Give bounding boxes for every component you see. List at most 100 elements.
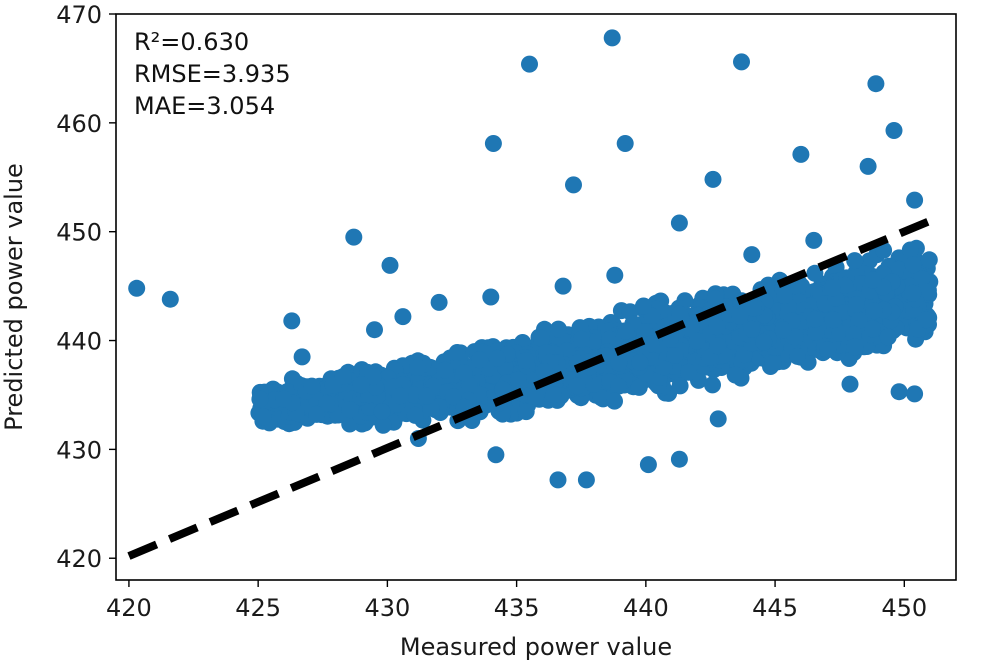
- data-point: [670, 450, 688, 468]
- cluster-point: [418, 387, 436, 405]
- cluster-point: [527, 388, 545, 406]
- y-axis: 420 430 440 450 460 470: [56, 1, 116, 573]
- cluster-point: [545, 386, 562, 404]
- y-tick-label: 470: [56, 1, 102, 29]
- cluster-point: [592, 389, 610, 407]
- cluster-point: [846, 338, 864, 356]
- cluster-point: [352, 376, 370, 394]
- data-point: [254, 408, 272, 426]
- data-point: [128, 279, 146, 297]
- cluster-point: [533, 329, 550, 347]
- data-point: [867, 75, 885, 93]
- cluster-point: [920, 251, 938, 269]
- data-point: [430, 293, 448, 311]
- data-point: [345, 228, 363, 246]
- data-point: [841, 375, 859, 393]
- cluster-point: [517, 403, 535, 421]
- cluster-point: [806, 264, 824, 282]
- y-tick-label: 440: [56, 328, 102, 356]
- cluster-point: [251, 390, 269, 408]
- data-point: [885, 122, 903, 139]
- cluster-point: [704, 376, 721, 394]
- cluster-point: [436, 361, 454, 379]
- cluster-point: [764, 355, 782, 373]
- cluster-point: [318, 395, 336, 412]
- data-point: [733, 53, 750, 71]
- cluster-point: [706, 290, 724, 308]
- cluster-point: [334, 368, 352, 385]
- cluster-point: [846, 252, 864, 270]
- cluster-point: [606, 392, 623, 410]
- y-tick-label: 450: [56, 219, 102, 247]
- data-point: [484, 135, 502, 152]
- cluster-point: [549, 320, 567, 338]
- x-tick-label: 450: [881, 594, 927, 622]
- data-point: [565, 176, 582, 194]
- cluster-point: [308, 405, 326, 423]
- cluster-point: [850, 311, 868, 329]
- data-point: [859, 157, 877, 175]
- cluster-point: [406, 406, 424, 424]
- cluster-point: [460, 376, 478, 394]
- data-point: [554, 277, 572, 295]
- x-tick-label: 420: [106, 594, 152, 622]
- y-tick-label: 430: [56, 436, 102, 464]
- cluster-point: [819, 341, 837, 359]
- y-tick-label: 460: [56, 110, 102, 138]
- y-axis-title: Predicted power value: [0, 163, 28, 431]
- data-point: [549, 471, 567, 489]
- cluster-point: [409, 359, 427, 376]
- cluster-point: [488, 349, 506, 367]
- cluster-point: [901, 241, 919, 259]
- data-point: [639, 456, 657, 474]
- data-point: [448, 344, 466, 361]
- cluster-point: [755, 333, 773, 351]
- data-point: [603, 29, 621, 47]
- data-point: [616, 135, 634, 152]
- cluster-point: [744, 299, 762, 317]
- data-point: [394, 308, 412, 326]
- cluster-point: [831, 324, 849, 342]
- x-tick-label: 440: [623, 594, 669, 622]
- cluster-point: [671, 305, 689, 323]
- cluster-point: [275, 390, 293, 408]
- cluster-point: [824, 311, 842, 329]
- cluster-point: [444, 388, 462, 406]
- cluster-point: [610, 354, 628, 372]
- stat-r2-label: R²=0.630: [134, 28, 249, 56]
- cluster-point: [404, 386, 422, 404]
- cluster-point: [635, 297, 652, 315]
- cluster-point: [610, 377, 628, 395]
- cluster-point: [455, 364, 473, 382]
- cluster-point: [391, 387, 409, 405]
- cluster-point: [774, 321, 792, 339]
- cluster-point: [917, 311, 935, 329]
- cluster-point: [731, 307, 749, 325]
- cluster-point: [688, 332, 706, 350]
- data-point: [366, 321, 383, 339]
- cluster-point: [864, 320, 881, 338]
- stat-mae-label: MAE=3.054: [134, 92, 275, 120]
- y-tick-label: 420: [56, 545, 102, 573]
- cluster-point: [879, 328, 897, 346]
- data-point: [906, 385, 924, 403]
- cluster-point: [789, 347, 806, 365]
- cluster-point: [807, 323, 825, 341]
- cluster-point: [743, 320, 761, 338]
- x-axis: 420 425 430 435 440 445 450: [106, 580, 927, 622]
- data-point: [577, 471, 595, 489]
- x-tick-label: 445: [752, 594, 798, 622]
- data-point: [482, 288, 500, 306]
- data-point: [161, 290, 179, 308]
- data-point: [709, 410, 727, 428]
- cluster-point: [865, 302, 883, 320]
- data-point: [670, 214, 688, 232]
- cluster-point: [824, 279, 841, 297]
- plot-frame: [115, 13, 957, 581]
- stat-rmse-label: RMSE=3.935: [134, 60, 291, 88]
- data-point: [906, 191, 924, 209]
- cluster-point: [630, 378, 648, 396]
- data-point: [792, 145, 810, 163]
